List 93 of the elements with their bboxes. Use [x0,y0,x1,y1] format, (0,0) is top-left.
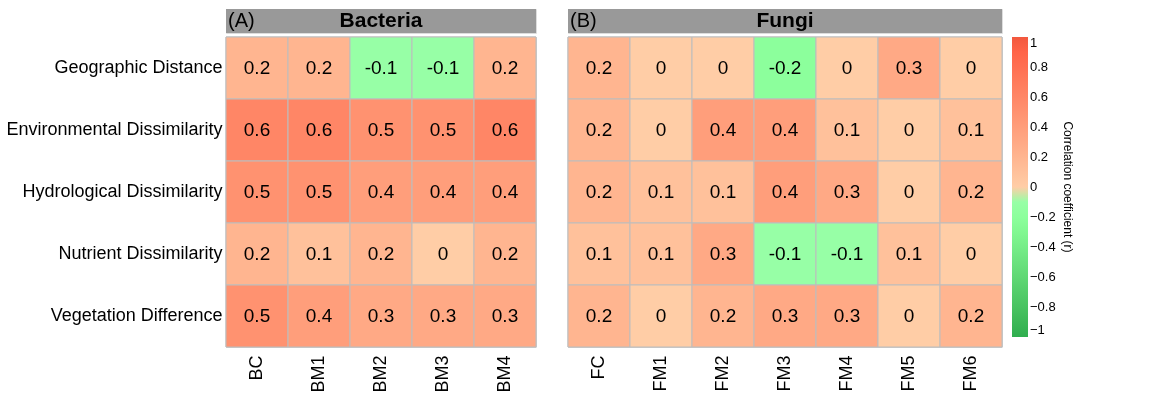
data-label: 0.2 [491,57,519,78]
data-label: 0 [717,57,729,78]
x-tick-label: FC [588,355,608,380]
data-label: 0.5 [243,181,271,202]
color-bar-label: 0.4 [1030,119,1049,134]
y-tick-label: Vegetation Difference [50,305,223,325]
text: (A) [228,9,255,31]
data-label: 0.2 [709,305,737,326]
x-tick-label: FM1 [650,355,670,392]
data-label: 0.2 [585,305,613,326]
data-label: 0.5 [243,305,271,326]
data-label: 0.4 [491,181,519,202]
data-label: 0.2 [585,119,613,140]
x-tick-label: FM2 [712,355,732,392]
data-label: 0.6 [491,119,519,140]
x-tick-label: FM4 [836,355,856,392]
y-tick-label: Nutrient Dissimilarity [58,243,223,263]
data-label: -0.1 [768,243,802,264]
color-bar-label: 0.8 [1030,59,1049,74]
data-label: 0.3 [771,305,799,326]
data-label: 0.5 [367,119,395,140]
x-tick-label: BM3 [432,355,452,393]
data-label: 0.1 [895,243,923,264]
data-label: 0 [903,181,915,202]
data-label: 0 [903,119,915,140]
data-label: 0.2 [243,243,271,264]
data-label: 0 [965,243,977,264]
color-bar-label: 1 [1030,35,1038,50]
color-bar-label: −0.4 [1030,239,1056,254]
data-label: -0.1 [364,57,398,78]
chart-title: Bacteria [339,8,423,31]
data-label: 0.2 [585,181,613,202]
data-label: 0.3 [833,305,861,326]
data-label: 0.2 [305,57,333,78]
data-label: 0 [437,243,449,264]
data-label: 0.1 [585,243,613,264]
color-bar-label: −0.6 [1030,269,1056,284]
text: (B) [570,9,597,31]
data-label: 0.4 [709,119,737,140]
data-label: 0 [841,57,853,78]
data-label: -0.1 [426,57,460,78]
data-label: 0.3 [895,57,923,78]
x-tick-label: FM6 [960,355,980,392]
color-bar-label: 0.2 [1030,149,1049,164]
data-label: 0.2 [491,243,519,264]
data-label: 0.5 [429,119,457,140]
x-tick-label: FM3 [774,355,794,392]
data-label: 0.2 [243,57,271,78]
data-label: 0.2 [367,243,395,264]
data-label: 0.5 [305,181,333,202]
chart-title: Fungi [756,8,814,31]
data-label: 0.1 [305,243,333,264]
data-label: 0.2 [585,57,613,78]
data-label: 0.4 [305,305,333,326]
data-label: 0.3 [367,305,395,326]
x-tick-label: BM4 [494,355,514,393]
data-label: 0 [903,305,915,326]
data-label: 0.3 [491,305,519,326]
data-label: 0.1 [647,181,675,202]
data-label: 0.3 [429,305,457,326]
data-label: 0 [655,119,667,140]
data-label: -0.2 [768,57,802,78]
data-label: 0.1 [957,119,985,140]
data-label: -0.1 [830,243,864,264]
data-label: 0 [655,57,667,78]
color-bar-label: 0.6 [1030,89,1049,104]
data-label: 0.4 [429,181,457,202]
data-label: 0 [965,57,977,78]
x-tick-label: BC [246,355,266,381]
color-bar-label: −0.2 [1030,209,1056,224]
data-label: 0.2 [957,305,985,326]
color-bar-label: −1 [1030,322,1045,337]
data-label: 0.6 [243,119,271,140]
data-label: 0.2 [957,181,985,202]
data-label: 0.4 [771,181,799,202]
data-label: 0 [655,305,667,326]
data-label: 0.4 [367,181,395,202]
data-label: 0.6 [305,119,333,140]
x-tick-label: BM1 [308,355,328,393]
x-tick-label: FM5 [898,355,918,392]
data-label: 0.3 [709,243,737,264]
data-label: 0.1 [709,181,737,202]
y-tick-label: Geographic Distance [54,57,223,77]
data-label: 0.3 [833,181,861,202]
y-tick-label: Hydrological Dissimilarity [22,181,223,201]
data-label: 0.1 [647,243,675,264]
data-label: 0.4 [771,119,799,140]
x-tick-label: BM2 [370,355,390,393]
color-bar-title: Correlation coefficient (r) [1061,121,1075,253]
color-bar-label: 0 [1030,179,1038,194]
color-bar-label: −0.8 [1030,299,1056,314]
data-label: 0.1 [833,119,861,140]
y-tick-label: Environmental Dissimilarity [6,119,223,139]
